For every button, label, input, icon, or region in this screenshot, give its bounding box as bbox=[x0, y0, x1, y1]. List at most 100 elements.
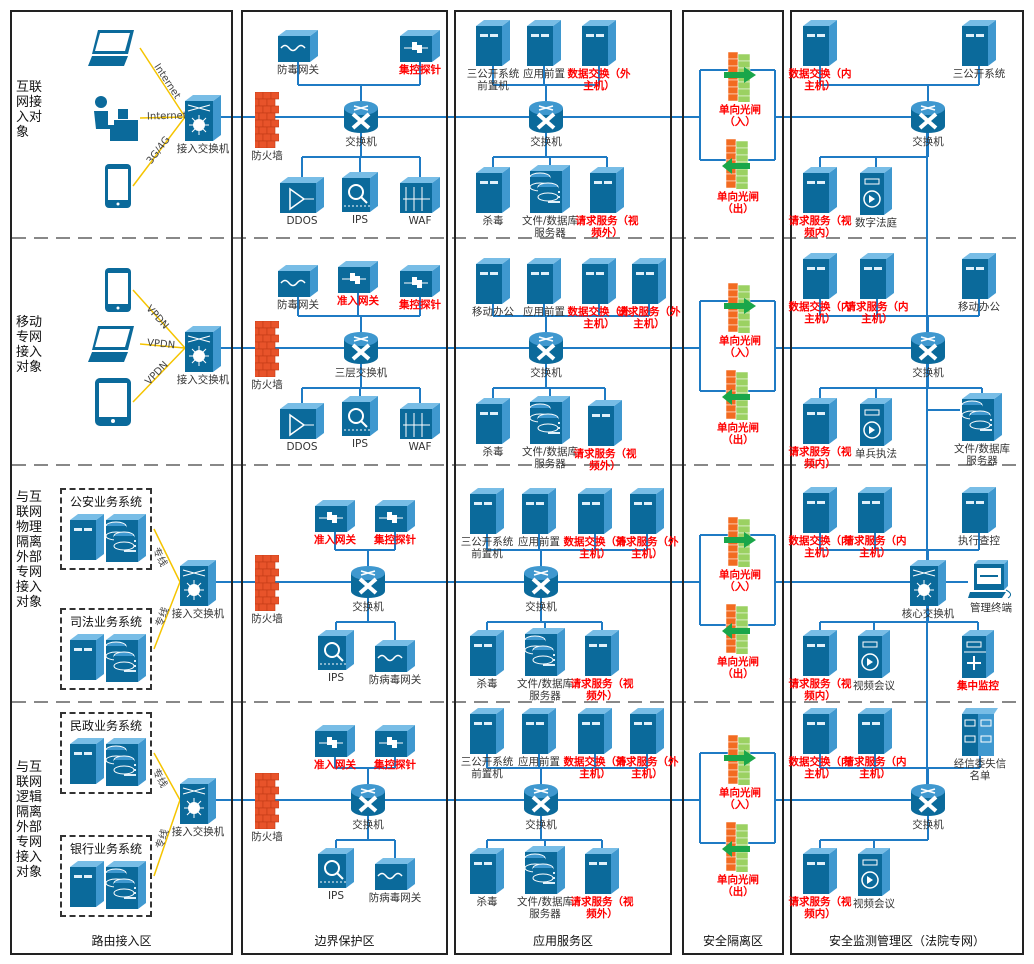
device-probe[interactable]: 准入网关 bbox=[314, 500, 356, 546]
device-switch[interactable]: 交换机 bbox=[343, 100, 379, 148]
device-phone[interactable] bbox=[105, 268, 131, 312]
device-probe[interactable]: 准入网关 bbox=[314, 725, 356, 771]
device-server[interactable]: 应用前置 bbox=[523, 20, 565, 80]
device-gateway[interactable]: 防病毒网关 bbox=[369, 640, 421, 686]
device-l3switch[interactable]: 接入交换机 bbox=[172, 778, 224, 838]
device-server[interactable]: 杀毒 bbox=[470, 630, 504, 690]
device-server[interactable]: 杀毒 bbox=[476, 398, 510, 458]
device-server[interactable]: 三公开系统前置机 bbox=[467, 20, 519, 92]
device-phone[interactable] bbox=[105, 164, 131, 208]
device-monitor[interactable]: 集中监控 bbox=[957, 630, 999, 692]
device-server[interactable]: 请求服务（视频外） bbox=[576, 167, 639, 239]
device-server[interactable]: 请求服务（外主机） bbox=[616, 488, 679, 560]
device-ddos[interactable]: DDOS bbox=[280, 177, 324, 227]
device-gate-out[interactable]: 单向光闸（出） bbox=[717, 138, 759, 215]
device-server[interactable]: 移动办公 bbox=[472, 258, 514, 318]
device-video[interactable]: 视频会议 bbox=[853, 630, 895, 692]
device-terminal[interactable]: 管理终端 bbox=[968, 560, 1014, 614]
device-server[interactable]: 请求服务（视频内） bbox=[789, 848, 852, 920]
device-laptop[interactable] bbox=[88, 30, 138, 66]
device-server[interactable]: 数据交换（内主机） bbox=[789, 708, 852, 780]
device-probe[interactable]: 集控探针 bbox=[374, 725, 416, 771]
device-server[interactable]: 数据交换（外主机） bbox=[568, 20, 631, 92]
device-probe[interactable]: 集控探针 bbox=[399, 265, 441, 311]
device-ips[interactable]: IPS bbox=[342, 172, 378, 226]
device-gate-in[interactable]: 单向光闸（入） bbox=[719, 51, 761, 128]
device-db[interactable]: 文件/数据库服务器 bbox=[522, 396, 578, 470]
device-server[interactable]: 三公开系统前置机 bbox=[461, 708, 513, 780]
device-server[interactable]: 请求服务（内主机） bbox=[844, 487, 907, 559]
device-server[interactable]: 请求服务（视频外） bbox=[574, 400, 637, 472]
device-firewall[interactable]: 防火墙 bbox=[250, 320, 283, 391]
device-gate-in[interactable]: 单向光闸（入） bbox=[719, 282, 761, 359]
device-server[interactable]: 数据交换（外主机） bbox=[568, 258, 631, 330]
device-firewall[interactable]: 防火墙 bbox=[250, 554, 283, 625]
device-waf[interactable]: WAF bbox=[400, 403, 440, 453]
device-server[interactable]: 三公开系统 bbox=[953, 20, 1005, 80]
device-server[interactable]: 数据交换（外主机） bbox=[564, 488, 627, 560]
device-server[interactable]: 请求服务（外主机） bbox=[618, 258, 681, 330]
device-db[interactable]: 文件/数据库服务器 bbox=[517, 628, 573, 702]
device-switch[interactable]: 交换机 bbox=[910, 100, 946, 148]
device-gate-out[interactable]: 单向光闸（出） bbox=[717, 821, 759, 898]
device-ips[interactable]: IPS bbox=[342, 396, 378, 450]
device-server[interactable]: 请求服务（视频外） bbox=[571, 848, 634, 920]
device-l3switch[interactable]: 接入交换机 bbox=[177, 326, 229, 386]
device-server[interactable]: 数据交换（内主机） bbox=[789, 20, 852, 92]
device-probe[interactable]: 准入网关 bbox=[337, 261, 379, 307]
device-ips[interactable]: IPS bbox=[318, 630, 354, 684]
device-video[interactable]: 单兵执法 bbox=[855, 398, 897, 460]
device-ips[interactable]: IPS bbox=[318, 848, 354, 902]
device-l3switch[interactable]: 核心交换机 bbox=[902, 560, 954, 620]
device-firewall[interactable]: 防火墙 bbox=[250, 772, 283, 843]
device-db[interactable]: 文件/数据库服务器 bbox=[954, 393, 1010, 467]
device-server[interactable]: 数据交换（外主机） bbox=[564, 708, 627, 780]
device-server[interactable]: 应用前置 bbox=[518, 488, 560, 548]
device-gate-out[interactable]: 单向光闸（出） bbox=[717, 603, 759, 680]
device-ddos[interactable]: DDOS bbox=[280, 403, 324, 453]
device-firewall[interactable]: 防火墙 bbox=[250, 91, 283, 162]
device-gateway[interactable]: 防毒网关 bbox=[277, 30, 319, 76]
device-server[interactable]: 三公开系统前置机 bbox=[461, 488, 513, 560]
device-server[interactable]: 数据交换（内主机） bbox=[789, 253, 852, 325]
device-server[interactable]: 数据交换（内主机） bbox=[789, 487, 852, 559]
device-video[interactable]: 视频会议 bbox=[853, 848, 895, 910]
device-l3switch[interactable]: 接入交换机 bbox=[177, 95, 229, 155]
device-switch[interactable]: 三层交换机 bbox=[335, 331, 387, 379]
device-l3switch[interactable]: 接入交换机 bbox=[172, 560, 224, 620]
device-server[interactable]: 请求服务（视频内） bbox=[789, 167, 852, 239]
device-db[interactable]: 文件/数据库服务器 bbox=[522, 165, 578, 239]
device-switch[interactable]: 交换机 bbox=[350, 565, 386, 613]
device-switch[interactable]: 交换机 bbox=[528, 100, 564, 148]
device-server[interactable]: 请求服务（视频内） bbox=[789, 398, 852, 470]
device-switch[interactable]: 交换机 bbox=[910, 331, 946, 379]
device-server[interactable]: 应用前置 bbox=[518, 708, 560, 768]
device-gate-in[interactable]: 单向光闸（入） bbox=[719, 516, 761, 593]
device-blacklist[interactable]: 经信委失信名单 bbox=[954, 708, 1006, 782]
device-switch[interactable]: 交换机 bbox=[523, 565, 559, 613]
device-laptop[interactable] bbox=[88, 326, 138, 362]
device-waf[interactable]: WAF bbox=[400, 177, 440, 227]
device-gate-in[interactable]: 单向光闸（入） bbox=[719, 734, 761, 811]
device-video[interactable]: 数字法庭 bbox=[855, 167, 897, 229]
device-gate-out[interactable]: 单向光闸（出） bbox=[717, 369, 759, 446]
device-db[interactable]: 文件/数据库服务器 bbox=[517, 846, 573, 920]
device-server[interactable]: 请求服务（视频外） bbox=[571, 630, 634, 702]
device-switch[interactable]: 交换机 bbox=[910, 783, 946, 831]
device-switch[interactable]: 交换机 bbox=[350, 783, 386, 831]
device-server[interactable]: 请求服务（内主机） bbox=[844, 708, 907, 780]
device-server[interactable]: 移动办公 bbox=[958, 253, 1000, 313]
device-server[interactable]: 应用前置 bbox=[523, 258, 565, 318]
device-probe[interactable]: 集控探针 bbox=[374, 500, 416, 546]
device-server[interactable]: 杀毒 bbox=[476, 167, 510, 227]
device-gateway[interactable]: 防病毒网关 bbox=[369, 858, 421, 904]
device-server[interactable]: 请求服务（外主机） bbox=[616, 708, 679, 780]
device-tablet[interactable] bbox=[95, 378, 131, 426]
device-server[interactable]: 执行查控 bbox=[958, 487, 1000, 547]
device-server[interactable]: 请求服务（视频内） bbox=[789, 630, 852, 702]
device-server[interactable]: 杀毒 bbox=[470, 848, 504, 908]
device-gateway[interactable]: 防毒网关 bbox=[277, 265, 319, 311]
device-switch[interactable]: 交换机 bbox=[528, 331, 564, 379]
device-probe[interactable]: 集控探针 bbox=[399, 30, 441, 76]
device-server[interactable]: 请求服务（内主机） bbox=[846, 253, 909, 325]
